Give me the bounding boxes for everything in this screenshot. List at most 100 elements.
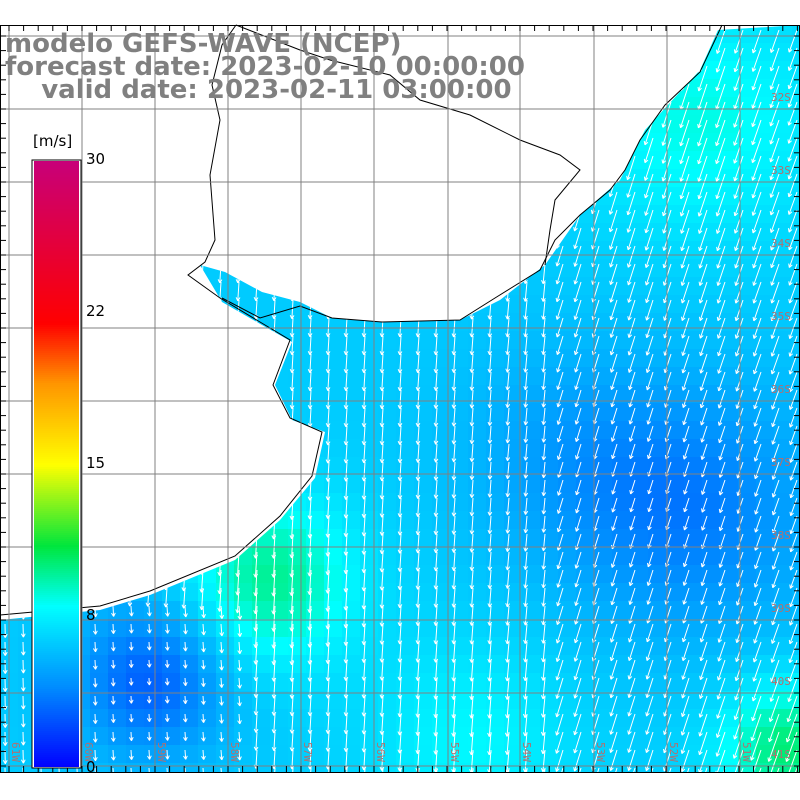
speed-cell — [324, 655, 342, 673]
wind-arrow — [343, 281, 349, 302]
wind-arrow — [718, 587, 726, 606]
wind-arrow — [682, 407, 690, 426]
wind-arrow — [716, 299, 726, 322]
wind-arrow — [751, 677, 762, 702]
speed-cell — [612, 547, 630, 565]
speed-cell — [756, 115, 774, 133]
speed-cell — [738, 565, 756, 583]
speed-cell — [36, 115, 54, 133]
wind-arrow — [541, 641, 546, 663]
speed-cell — [756, 547, 774, 565]
wind-arrow — [19, 515, 24, 537]
speed-cell — [720, 619, 738, 637]
wind-arrow — [574, 587, 582, 606]
wind-arrow — [469, 569, 475, 590]
wind-arrow — [697, 137, 708, 165]
wind-arrow — [608, 29, 618, 53]
wind-arrow — [325, 209, 331, 230]
speed-cell — [702, 439, 720, 457]
wind-arrow — [19, 569, 24, 591]
speed-cell — [648, 421, 666, 439]
speed-cell — [666, 43, 684, 61]
speed-cell — [486, 169, 504, 187]
wind-arrow — [541, 119, 546, 141]
speed-cell — [342, 745, 360, 763]
speed-cell — [522, 187, 540, 205]
speed-cell — [180, 745, 198, 763]
wind-arrow — [541, 479, 547, 497]
speed-cell — [180, 511, 198, 529]
wind-arrow — [716, 263, 726, 287]
colorbar-swatch — [34, 459, 79, 461]
speed-cell — [774, 331, 792, 349]
colorbar-swatch — [34, 765, 79, 767]
speed-cell — [738, 691, 756, 709]
speed-cell — [612, 529, 630, 547]
speed-cell — [252, 403, 270, 421]
wind-arrow — [237, 749, 242, 761]
wind-arrow — [715, 173, 726, 200]
speed-cell — [270, 205, 288, 223]
speed-cell — [396, 547, 414, 565]
wind-arrow — [681, 353, 690, 374]
wind-arrow — [698, 299, 708, 322]
wind-arrow — [110, 749, 116, 761]
wind-arrow — [73, 119, 79, 140]
wind-arrow — [379, 155, 385, 176]
speed-cell — [630, 277, 648, 295]
speed-cell — [432, 169, 450, 187]
speed-cell — [504, 205, 522, 223]
wind-arrow — [789, 605, 798, 626]
wind-arrow — [646, 407, 654, 425]
speed-cell — [684, 529, 702, 547]
speed-cell — [234, 133, 252, 151]
wind-arrow — [91, 533, 97, 554]
wind-arrow — [628, 587, 636, 605]
speed-cell — [648, 511, 666, 529]
wind-arrow — [788, 371, 798, 393]
speed-cell — [288, 511, 306, 529]
colorbar-swatch — [34, 553, 79, 555]
speed-cell — [468, 223, 486, 241]
wind-arrow — [163, 137, 169, 158]
speed-cell — [162, 763, 180, 772]
wind-arrow — [271, 263, 277, 284]
colorbar-swatch — [34, 215, 79, 217]
wind-arrow — [164, 641, 170, 651]
wind-arrow — [644, 191, 654, 216]
wind-arrow — [361, 353, 367, 374]
speed-cell — [288, 115, 306, 133]
speed-cell — [558, 187, 576, 205]
wind-arrow — [717, 371, 726, 392]
wind-arrow — [698, 677, 708, 699]
speed-cell — [180, 349, 198, 367]
speed-cell — [360, 529, 378, 547]
speed-cell — [774, 691, 792, 709]
speed-cell — [720, 439, 738, 457]
speed-cell — [306, 169, 324, 187]
speed-cell — [684, 709, 702, 727]
wind-arrow — [145, 551, 151, 572]
wind-arrow — [541, 389, 547, 408]
speed-cell — [108, 709, 126, 727]
speed-cell — [18, 115, 36, 133]
wind-arrow — [734, 263, 744, 286]
speed-cell — [594, 601, 612, 619]
wind-arrow — [0, 479, 6, 501]
wind-arrow — [573, 119, 582, 143]
speed-cell — [450, 25, 468, 43]
wind-arrow — [770, 371, 780, 393]
speed-cell — [522, 295, 540, 313]
colorbar-swatch — [34, 403, 79, 405]
speed-cell — [180, 403, 198, 421]
colorbar-swatch — [34, 521, 79, 523]
wind-arrow — [379, 479, 385, 500]
speed-cell — [684, 565, 702, 583]
wind-arrow — [451, 227, 457, 248]
speed-cell — [126, 583, 144, 601]
wind-arrow — [733, 191, 744, 217]
wind-arrow — [487, 497, 493, 516]
speed-cell — [378, 763, 396, 772]
colorbar-swatch — [34, 255, 79, 257]
speed-cell — [702, 151, 720, 169]
